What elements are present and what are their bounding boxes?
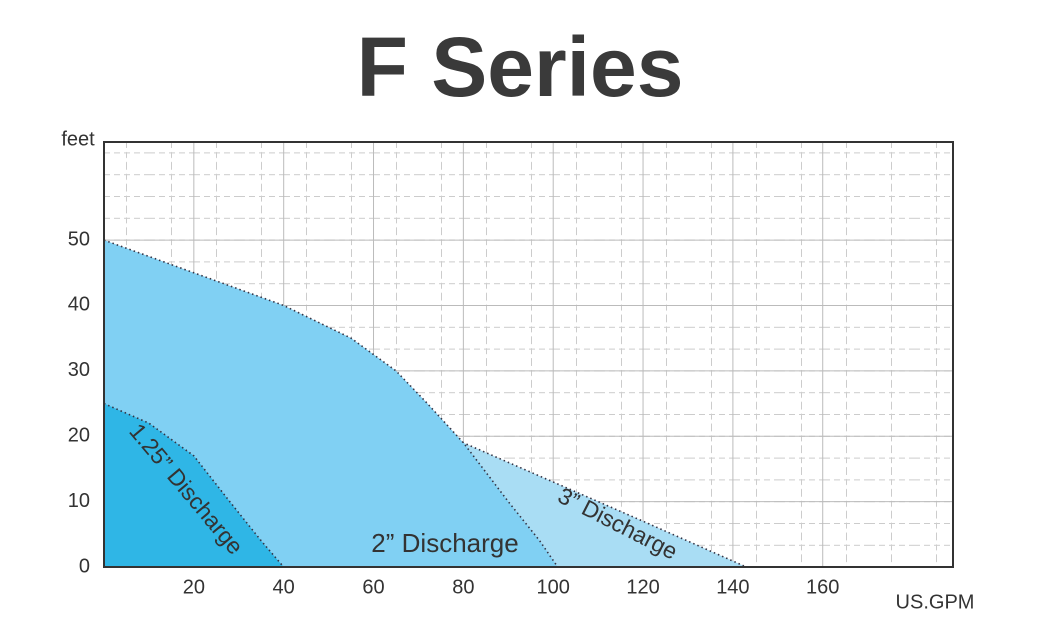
x-tick-label: 40 [273, 576, 295, 598]
x-tick-label: 120 [626, 576, 659, 598]
y-axis-label: feet [61, 128, 95, 150]
x-tick-label: 100 [537, 576, 570, 598]
y-tick-label: 30 [68, 359, 90, 381]
x-axis-label: US.GPM [896, 591, 975, 613]
x-tick-label: 60 [362, 576, 384, 598]
y-tick-label: 50 [68, 228, 90, 250]
x-tick-label: 140 [716, 576, 749, 598]
x-tick-label: 80 [452, 576, 474, 598]
chart-title: F Series [357, 20, 684, 114]
x-tick-label: 160 [806, 576, 839, 598]
x-tick-label: 20 [183, 576, 205, 598]
y-tick-label: 0 [79, 555, 90, 577]
y-tick-label: 20 [68, 425, 90, 447]
plot-frame [103, 141, 954, 568]
y-tick-label: 40 [68, 294, 90, 316]
curve-line [103, 402, 285, 568]
curve-label: 2” Discharge [371, 528, 518, 558]
y-tick-label: 10 [68, 490, 90, 512]
area [104, 403, 284, 567]
area [104, 240, 558, 568]
